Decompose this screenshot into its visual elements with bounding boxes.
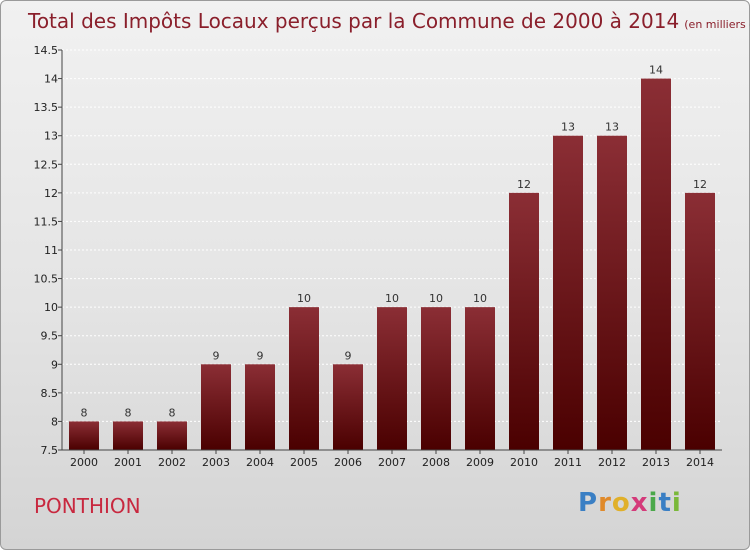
bar-value-label: 8	[169, 406, 176, 419]
bar-2006	[333, 364, 363, 450]
logo-letter: P	[578, 488, 599, 518]
bar-2000	[69, 421, 99, 450]
x-tick-label: 2013	[642, 456, 670, 469]
bar-2004	[245, 364, 275, 450]
axes	[58, 49, 722, 454]
bar-2012	[597, 135, 627, 450]
x-tick-label: 2011	[554, 456, 582, 469]
bar-value-label: 12	[517, 178, 531, 191]
y-tick-label: 8.5	[41, 387, 59, 400]
bar-value-label: 14	[649, 64, 663, 77]
chart-unit: (en milliers d'€)	[684, 18, 750, 31]
bar-2003	[201, 364, 231, 450]
y-tick-label: 9.5	[41, 330, 59, 343]
bar-2002	[157, 421, 187, 450]
logo-letter: r	[598, 488, 612, 518]
bar-2009	[465, 307, 495, 450]
bars	[69, 78, 715, 451]
y-tick-label: 9	[51, 358, 58, 371]
bar-value-label: 13	[561, 121, 575, 134]
x-tick-label: 2006	[334, 456, 362, 469]
chart-title: Total des Impôts Locaux perçus par la Co…	[27, 9, 679, 33]
x-tick-label: 2012	[598, 456, 626, 469]
y-tick-label: 8	[51, 415, 58, 428]
x-tick-label: 2009	[466, 456, 494, 469]
y-tick-label: 10	[44, 301, 58, 314]
logo-letter: i	[671, 488, 682, 518]
x-tick-label: 2004	[246, 456, 274, 469]
bar-2014	[685, 192, 715, 450]
x-tick-label: 2008	[422, 456, 450, 469]
bar-2010	[509, 192, 539, 450]
y-tick-label: 12	[44, 187, 58, 200]
x-tick-label: 2003	[202, 456, 230, 469]
logo-letter: t	[658, 488, 672, 518]
proxiti-logo[interactable]: Proxiti	[578, 488, 682, 518]
logo-letter: o	[611, 488, 631, 518]
y-tick-label: 11.5	[34, 215, 59, 228]
x-tick-label: 2007	[378, 456, 406, 469]
x-tick-label: 2000	[70, 456, 98, 469]
bar-value-label: 10	[473, 292, 487, 305]
bar-value-label: 9	[257, 349, 264, 362]
x-tick-label: 2001	[114, 456, 142, 469]
bar-value-label: 10	[429, 292, 443, 305]
x-tick-label: 2014	[686, 456, 714, 469]
bar-value-label: 13	[605, 121, 619, 134]
y-tick-label: 13.5	[34, 101, 59, 114]
bar-value-label: 9	[213, 349, 220, 362]
y-tick-label: 13	[44, 130, 58, 143]
bar-2001	[113, 421, 143, 450]
bar-value-label: 8	[125, 406, 132, 419]
bar-value-label: 10	[385, 292, 399, 305]
logo-letter: i	[648, 488, 659, 518]
logo-letter: x	[630, 488, 649, 518]
x-tick-label: 2005	[290, 456, 318, 469]
bar-2008	[421, 307, 451, 450]
bar-value-label: 9	[345, 349, 352, 362]
bar-2011	[553, 135, 583, 450]
commune-name: PONTHION	[34, 494, 141, 518]
bar-2013	[641, 78, 671, 451]
bar-value-label: 12	[693, 178, 707, 191]
bar-value-label: 10	[297, 292, 311, 305]
bar-value-label: 8	[81, 406, 88, 419]
chart-title-group: Total des Impôts Locaux perçus par la Co…	[27, 9, 750, 33]
y-tick-label: 11	[44, 244, 58, 257]
y-tick-label: 14.5	[34, 44, 59, 57]
bar-2007	[377, 307, 407, 450]
bar-2005	[289, 307, 319, 450]
y-tick-label: 12.5	[34, 158, 59, 171]
labels: 7.5 8 8.5 9 9.5 10 10.5 11 11.5 12 12.5 13 13.5 14 14.…	[34, 44, 715, 469]
x-tick-label: 2002	[158, 456, 186, 469]
y-tick-label: 14	[44, 73, 58, 86]
y-tick-label: 7.5	[41, 444, 59, 457]
y-tick-label: 10.5	[34, 273, 59, 286]
x-tick-label: 2010	[510, 456, 538, 469]
